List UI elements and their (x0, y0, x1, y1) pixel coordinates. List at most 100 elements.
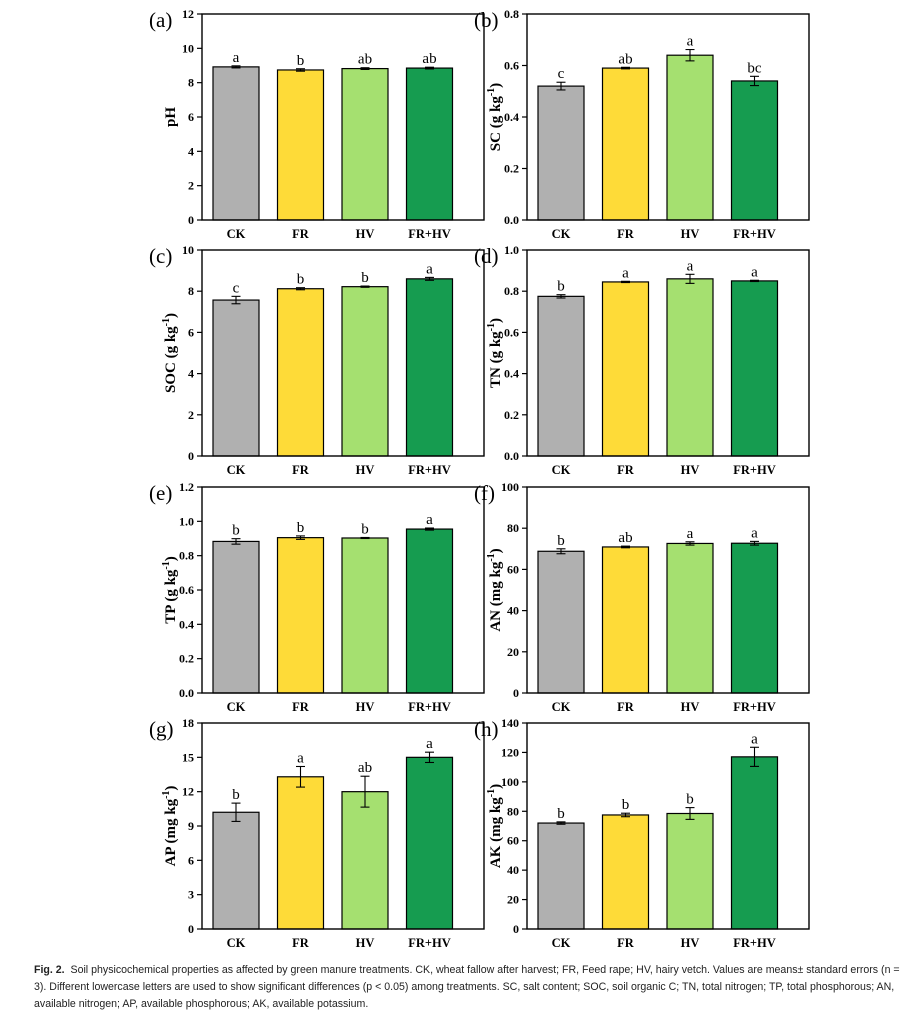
panel-label: (d) (474, 244, 499, 268)
y-tick-label: 6 (188, 853, 194, 867)
x-tick-label: HV (356, 463, 375, 477)
significance-letter: a (426, 512, 433, 528)
bar-CK (212, 811, 260, 930)
x-tick-label: CK (227, 936, 246, 950)
y-tick-label: 0.0 (504, 213, 519, 227)
chart-panel-5: (f) AN (mg kg-1) b CK ab FR a HV a FR+HV 0 20 40 60 80… (474, 480, 810, 714)
x-tick-label: HV (681, 463, 700, 477)
plot-frame (526, 13, 810, 221)
significance-letter: a (297, 750, 304, 766)
x-tick-label: HV (356, 227, 375, 241)
y-tick-label: 0.6 (504, 325, 519, 339)
x-tick-label: FR (617, 936, 635, 950)
y-tick-label: 10 (182, 243, 194, 257)
plot-frame (201, 13, 485, 221)
plot-frame (526, 722, 810, 930)
significance-letter: b (232, 523, 240, 539)
x-tick-label: CK (227, 463, 246, 477)
x-tick-label: CK (552, 463, 571, 477)
bar-HV (666, 54, 714, 221)
x-tick-label: FR+HV (733, 936, 776, 950)
x-tick-label: CK (227, 700, 246, 714)
significance-letter: a (687, 34, 694, 50)
bar-HV (666, 812, 714, 930)
y-tick-label: 120 (501, 745, 519, 759)
y-tick-label: 0.8 (504, 7, 519, 21)
y-tick-label: 60 (507, 834, 519, 848)
y-axis-label: pH (163, 107, 179, 127)
panel-label: (g) (149, 717, 174, 741)
y-tick-label: 0 (188, 922, 194, 936)
x-tick-label: CK (552, 936, 571, 950)
bar-FR (276, 69, 325, 221)
bar-FR (601, 67, 650, 221)
y-tick-label: 40 (507, 863, 519, 877)
bar-HV (341, 286, 389, 457)
y-tick-label: 0 (513, 686, 519, 700)
chart-panel-2: (c) SOC (g kg-1) c CK b FR b HV a FR+HV 0 2 4 6 8 10 (149, 243, 485, 477)
significance-letter: ab (358, 760, 372, 776)
significance-letter: a (426, 261, 433, 277)
significance-letter: a (687, 526, 694, 542)
panel-label: (h) (474, 717, 499, 741)
y-tick-label: 12 (182, 7, 194, 21)
bar-FR+HV (405, 756, 454, 930)
x-tick-label: FR+HV (408, 227, 451, 241)
bar-FR (276, 776, 325, 930)
significance-letter: ab (618, 51, 632, 67)
y-tick-label: 0.6 (179, 583, 194, 597)
x-tick-label: FR (292, 227, 310, 241)
bar-FR (276, 537, 325, 694)
y-tick-label: 0 (188, 449, 194, 463)
y-axis-label: SOC (g kg-1) (161, 313, 179, 393)
significance-letter: a (622, 265, 629, 281)
y-tick-label: 0 (513, 922, 519, 936)
bar-FR+HV (730, 280, 779, 457)
y-tick-label: 80 (507, 804, 519, 818)
plot-frame (201, 722, 485, 930)
chart-panel-0: (a) pH a CK b FR ab HV ab FR+HV 0 2 4 6 8 10 12 (149, 7, 485, 241)
y-tick-label: 1.0 (179, 514, 194, 528)
x-tick-label: FR+HV (733, 227, 776, 241)
y-tick-label: 0.2 (504, 162, 519, 176)
bar-FR (601, 814, 650, 930)
significance-letter: ab (422, 51, 436, 67)
panel-label: (f) (474, 481, 495, 505)
x-tick-label: CK (552, 227, 571, 241)
plot-frame (201, 249, 485, 457)
y-tick-label: 2 (188, 179, 194, 193)
bar-FR+HV (730, 80, 779, 221)
plot-frame (201, 486, 485, 694)
bar-FR (601, 546, 650, 694)
significance-letter: b (686, 792, 694, 808)
y-tick-label: 8 (188, 284, 194, 298)
x-tick-label: HV (356, 700, 375, 714)
significance-letter: a (751, 264, 758, 280)
y-tick-label: 18 (182, 716, 194, 730)
significance-letter: ab (618, 530, 632, 546)
y-axis-label: AK (mg kg-1) (486, 784, 504, 868)
significance-letter: c (558, 66, 565, 82)
y-tick-label: 80 (507, 521, 519, 535)
bar-FR+HV (405, 278, 454, 457)
significance-letter: b (557, 533, 565, 549)
x-tick-label: HV (356, 936, 375, 950)
chart-panel-3: (d) TN (g kg-1) b CK a FR a HV a FR+HV 0.0 0.2 0.4 0.… (474, 243, 810, 477)
bar-HV (341, 791, 389, 930)
y-axis-label: SC (g kg-1) (486, 83, 504, 151)
y-tick-label: 60 (507, 562, 519, 576)
y-axis-label: TP (g kg-1) (161, 556, 179, 624)
y-tick-label: 6 (188, 325, 194, 339)
y-tick-label: 8 (188, 76, 194, 90)
bar-CK (537, 550, 585, 694)
significance-letter: a (687, 258, 694, 274)
y-tick-label: 100 (501, 480, 519, 494)
x-tick-label: FR+HV (408, 463, 451, 477)
y-tick-label: 1.0 (504, 243, 519, 257)
significance-letter: b (557, 279, 565, 295)
y-tick-label: 3 (188, 888, 194, 902)
y-tick-label: 0.8 (179, 549, 194, 563)
x-tick-label: FR+HV (408, 936, 451, 950)
significance-letter: b (297, 520, 305, 536)
